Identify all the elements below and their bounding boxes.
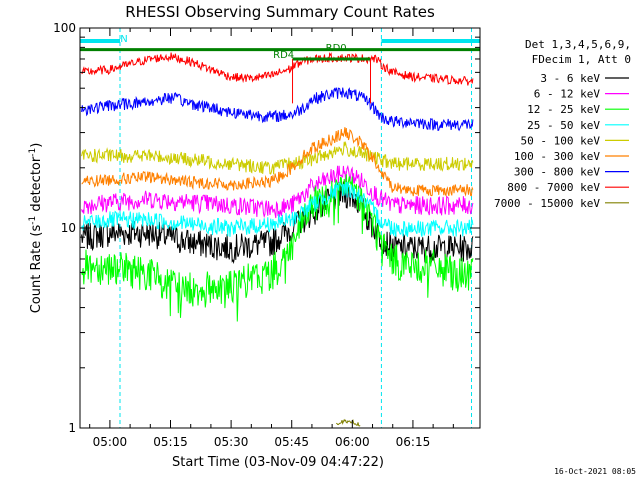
legend-header-line-1: Det 1,3,4,5,6,9, (525, 38, 631, 51)
series-line-4 (81, 140, 474, 175)
y-axis-label-close: ) (29, 143, 44, 148)
x-tick-label-1: 05:15 (153, 435, 188, 449)
legend-label-8: 7000 - 15000 keV (494, 197, 600, 210)
legend-header-line-2: FDecim 1, Att 0 (532, 53, 631, 66)
annotation-rd0: RD0 (326, 43, 347, 54)
series-line-8 (336, 418, 361, 427)
series-12-25-kev (81, 174, 474, 322)
y-tick-label-1: 10 (61, 221, 76, 235)
y-axis-label-tail: detector (29, 156, 44, 216)
y-tick-label-0: 1 (68, 421, 76, 435)
legend-label-2: 12 - 25 keV (527, 103, 600, 116)
x-tick-label-4: 06:00 (335, 435, 370, 449)
series-lines (81, 51, 474, 427)
legend: Det 1,3,4,5,6,9, FDecim 1, Att 0 3 - 6 k… (494, 38, 631, 210)
legend-label-6: 300 - 800 keV (514, 166, 600, 179)
legend-label-3: 25 - 50 keV (527, 119, 600, 132)
series-line-0 (81, 181, 474, 265)
series-line-6 (81, 87, 474, 132)
series-line-5 (81, 127, 474, 197)
x-axis-label: Start Time (03-Nov-09 04:47:22) (172, 455, 384, 470)
series-line-2 (81, 174, 474, 322)
series-100-300-kev (81, 127, 474, 197)
x-tick-label-3: 05:45 (274, 435, 309, 449)
annotations: N RD4 RD0 (120, 34, 346, 61)
state-bars (80, 48, 480, 104)
x-tick-label-0: 05:00 (93, 435, 128, 449)
legend-label-1: 6 - 12 keV (534, 88, 601, 101)
legend-label-7: 800 - 7000 keV (507, 181, 600, 194)
annotation-rd4: RD4 (273, 50, 294, 61)
legend-items: 3 - 6 keV 6 - 12 keV 12 - 25 keV 25 - 50 ke… (494, 72, 629, 210)
y-axis-ticks: 1 10 100 (53, 21, 480, 435)
series-6-12-kev (81, 164, 474, 219)
annotation-n: N (120, 34, 127, 45)
y-axis-label: Count Rate (s-1 detector-1) (28, 143, 44, 314)
series-3-6-kev (81, 181, 474, 265)
series-line-1 (81, 164, 474, 219)
series-line-3 (81, 181, 474, 237)
y-axis-label-sup-2: -1 (28, 148, 38, 157)
x-tick-label-2: 05:30 (214, 435, 249, 449)
y-tick-label-2: 100 (53, 21, 76, 35)
legend-label-5: 100 - 300 keV (514, 150, 600, 163)
series-25-50-kev (81, 181, 474, 237)
y-axis-label-main: Count Rate (s (29, 225, 44, 314)
x-axis-ticks: 05:00 05:15 05:30 05:45 06:00 06:15 (89, 28, 454, 449)
series-50-100-kev (81, 140, 474, 175)
series-line-7 (81, 51, 474, 86)
series-300-800-kev (81, 87, 474, 132)
x-tick-label-5: 06:15 (396, 435, 431, 449)
series-7000-15000-kev (336, 418, 361, 427)
legend-label-0: 3 - 6 keV (540, 72, 600, 85)
legend-label-4: 50 - 100 keV (521, 134, 601, 147)
y-axis-label-sup-1: -1 (28, 216, 38, 225)
series-800-7000-kev (81, 51, 474, 86)
chart-title: RHESSI Observing Summary Count Rates (125, 3, 435, 21)
date-stamp: 16-Oct-2021 08:05 (554, 467, 636, 476)
